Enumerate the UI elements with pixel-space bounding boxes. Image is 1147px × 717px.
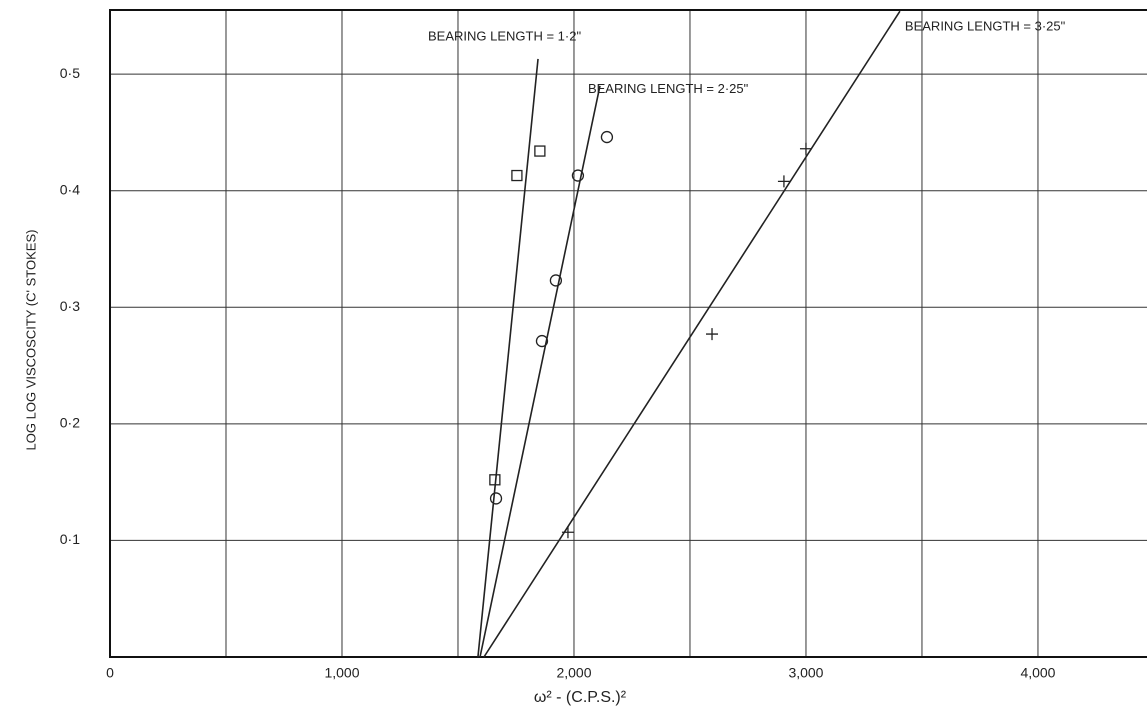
x-tick-label: 3,000 [788, 665, 823, 681]
x-axis-label: ω² - (C.P.S.)² [534, 689, 627, 706]
x-tick-label: 0 [106, 665, 114, 681]
point [706, 328, 719, 341]
x-tick-label: 1,000 [324, 665, 359, 681]
point [600, 130, 614, 144]
point [489, 474, 501, 486]
point [561, 526, 574, 539]
point [549, 274, 563, 287]
fit-line [477, 58, 539, 658]
plot-frame [109, 9, 1147, 658]
y-tick-label: 0·2 [60, 415, 80, 431]
y-axis-label: LOG LOG VISCOSCITY (C' STOKES) [23, 230, 38, 451]
fit-line [483, 10, 901, 658]
series-label: BEARING LENGTH = 3·25" [905, 19, 1066, 34]
point [571, 169, 585, 182]
x-tick-label: 2,000 [556, 665, 591, 681]
point [535, 334, 549, 348]
series-label: BEARING LENGTH = 2·25" [588, 81, 749, 96]
point [534, 145, 546, 157]
point [799, 142, 812, 155]
x-tick-label: 4,000 [1020, 665, 1055, 681]
series-label: BEARING LENGTH = 1·2" [428, 28, 581, 43]
point [777, 175, 790, 188]
point [489, 492, 503, 505]
y-tick-label: 0·5 [60, 65, 80, 81]
point [511, 169, 523, 182]
y-tick-label: 0·4 [60, 181, 80, 197]
y-tick-label: 0·3 [60, 298, 80, 314]
y-tick-label: 0·1 [60, 531, 80, 547]
